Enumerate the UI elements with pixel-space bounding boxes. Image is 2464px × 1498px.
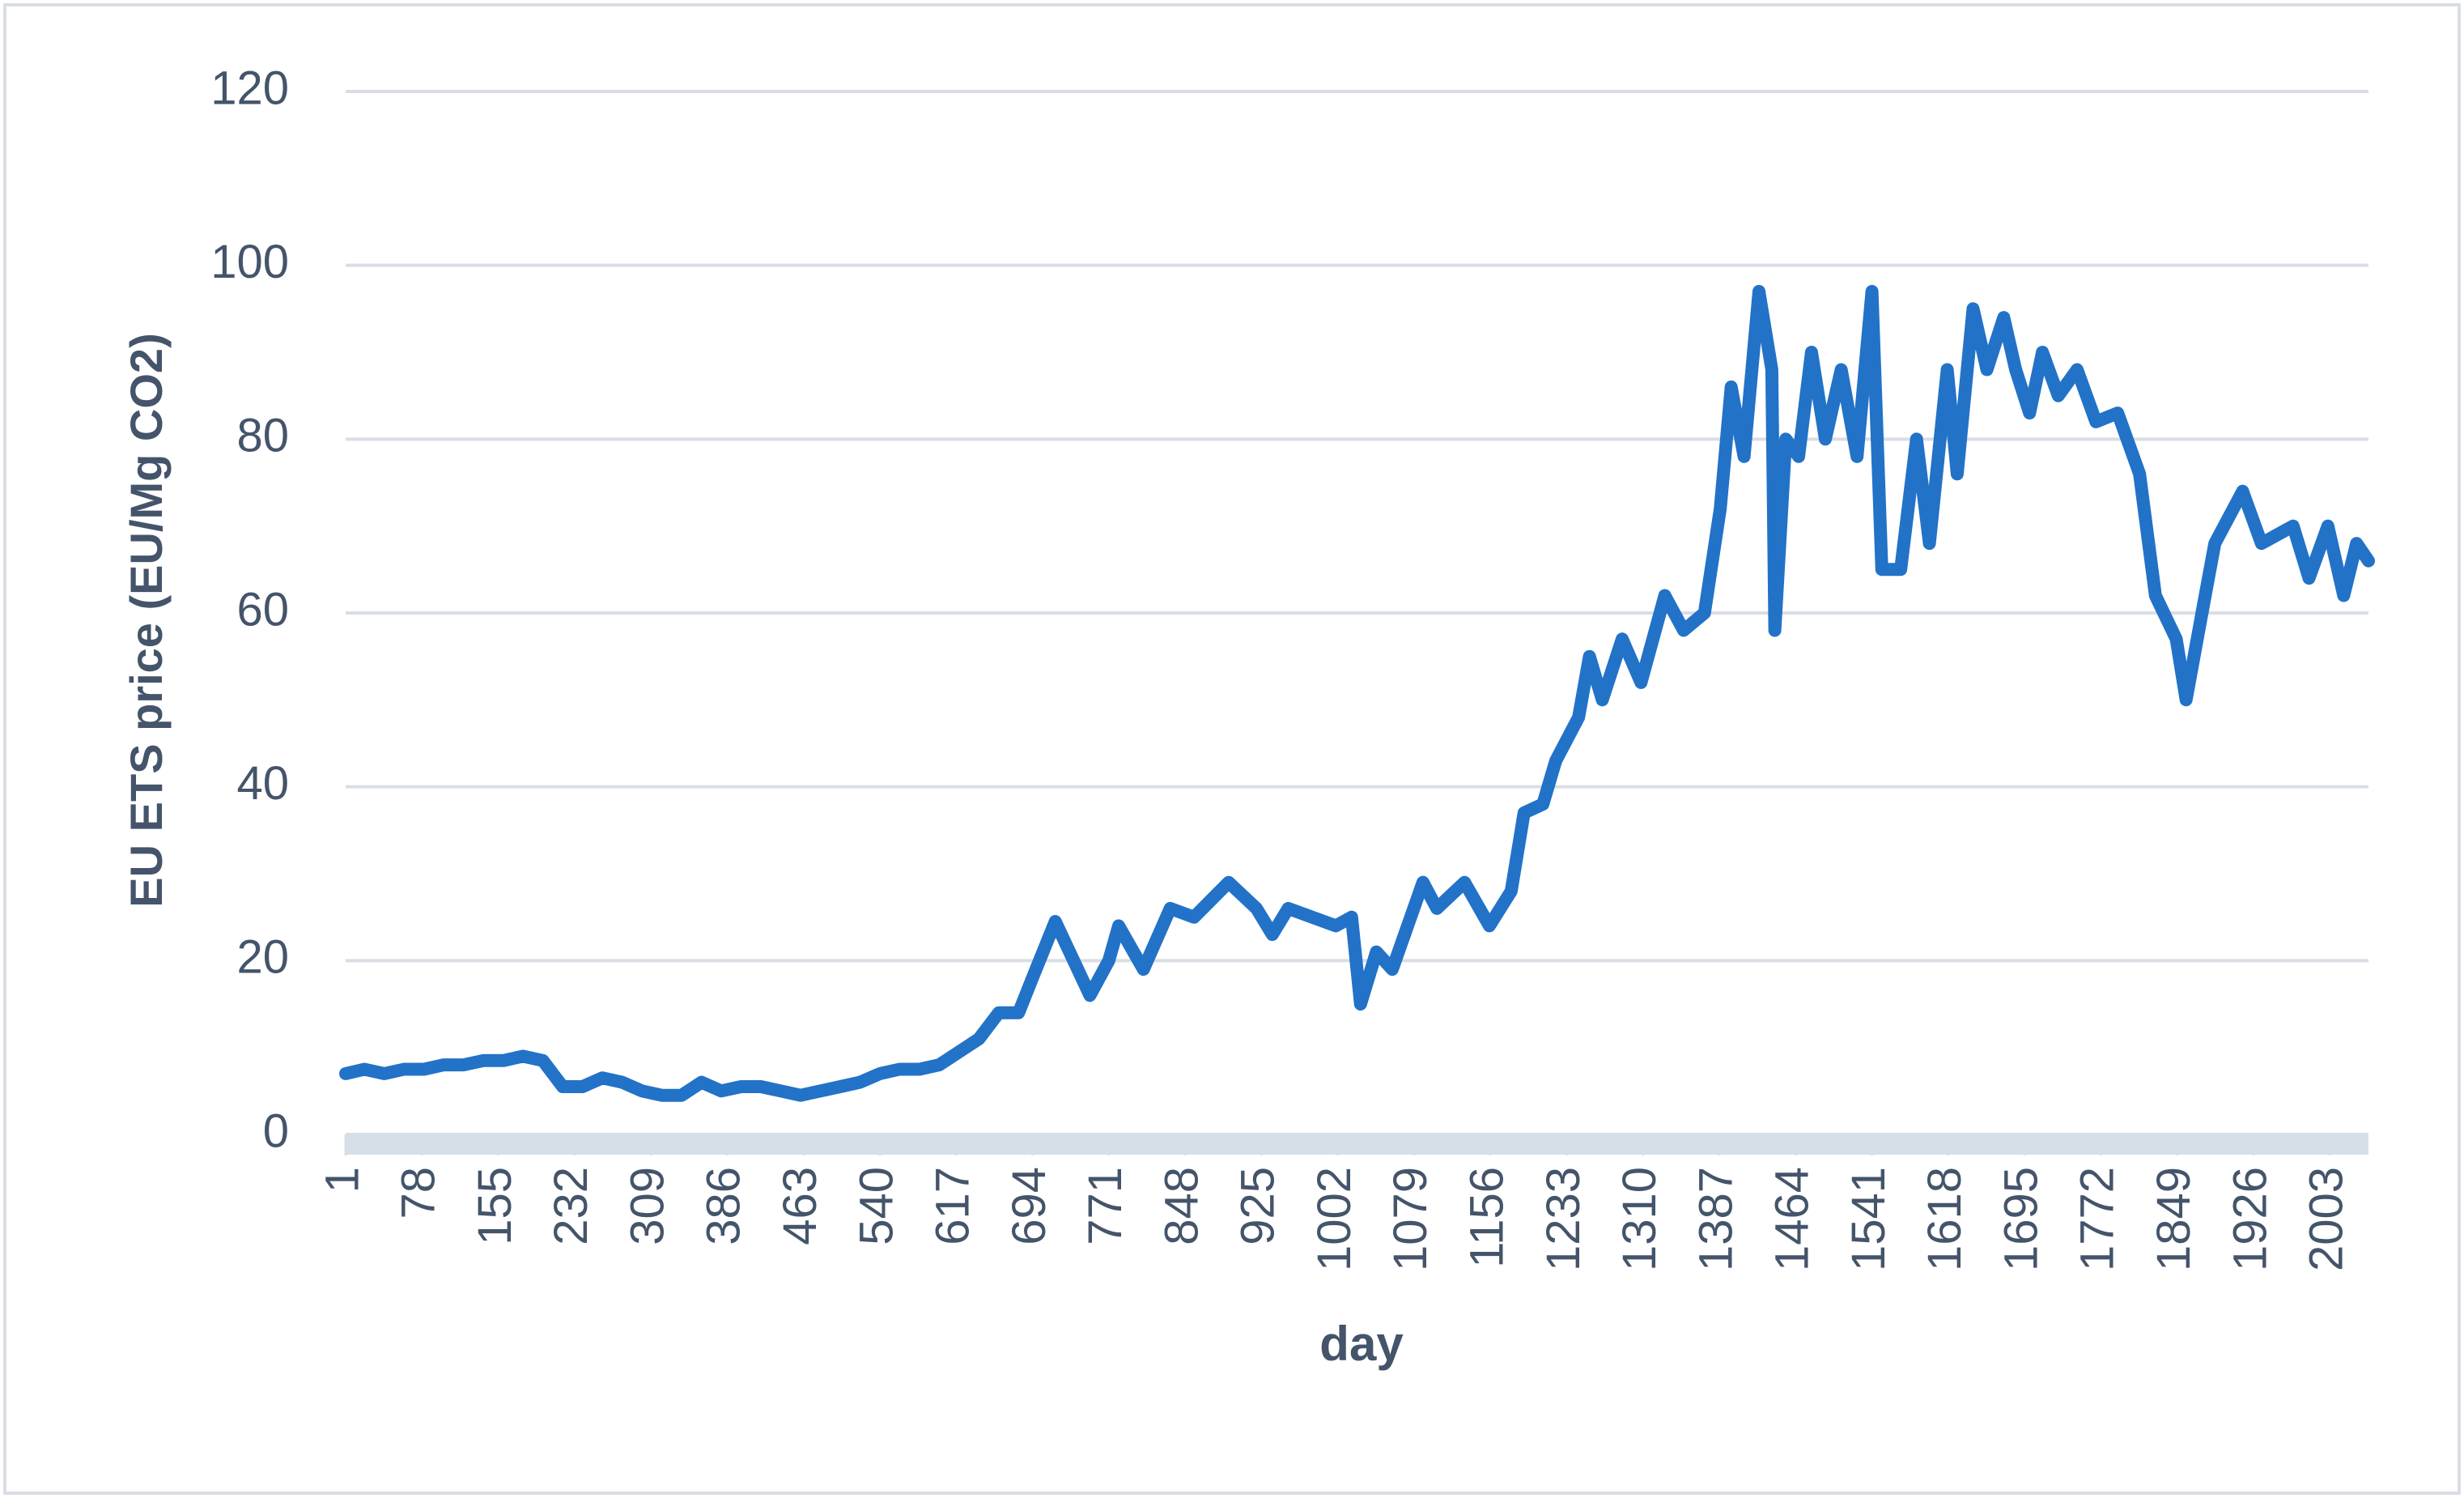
x-tick-label: 1156 bbox=[1461, 1167, 1514, 1268]
x-tick-label: 2003 bbox=[2300, 1167, 2353, 1271]
x-tick-label: 1387 bbox=[1689, 1167, 1742, 1271]
x-tick-label: 1541 bbox=[1842, 1167, 1895, 1271]
x-tick-label: 848 bbox=[1155, 1167, 1208, 1245]
x-tick-label: 771 bbox=[1079, 1167, 1132, 1245]
x-tick-label: 1 bbox=[316, 1167, 368, 1193]
y-tick-label: 0 bbox=[263, 1104, 289, 1157]
y-tick-label: 60 bbox=[236, 583, 289, 636]
x-tick-label: 232 bbox=[545, 1167, 597, 1245]
y-tick-label: 20 bbox=[236, 931, 289, 984]
y-tick-label: 40 bbox=[236, 757, 289, 810]
x-tick-label: 386 bbox=[698, 1167, 750, 1245]
x-tick-label: 1310 bbox=[1613, 1167, 1666, 1271]
x-tick-label: 1002 bbox=[1308, 1167, 1361, 1271]
x-tick-label: 309 bbox=[621, 1167, 673, 1245]
x-tick-label: 694 bbox=[1003, 1167, 1056, 1245]
y-tick-label: 80 bbox=[236, 410, 289, 462]
x-tick-label: 617 bbox=[927, 1167, 979, 1245]
x-tick-label: 155 bbox=[469, 1167, 521, 1245]
x-tick-label: 1618 bbox=[1918, 1167, 1971, 1271]
y-tick-label: 120 bbox=[210, 62, 289, 114]
x-axis-title: day bbox=[1319, 1317, 1404, 1371]
x-tick-label: 1772 bbox=[2071, 1167, 2124, 1271]
y-tick-label: 100 bbox=[210, 236, 289, 288]
x-tick-label: 463 bbox=[774, 1167, 826, 1245]
x-tick-label: 1464 bbox=[1766, 1167, 1819, 1271]
data-line bbox=[339, 284, 2375, 1102]
y-axis-title: EU ETS price (EU/Mg CO2) bbox=[121, 333, 172, 907]
x-tick-label: 540 bbox=[850, 1167, 903, 1245]
x-tick-label: 1926 bbox=[2224, 1167, 2276, 1271]
chart-frame bbox=[3, 3, 2461, 1495]
x-tick-label: 1079 bbox=[1384, 1167, 1437, 1271]
x-tick-label: 1849 bbox=[2148, 1167, 2200, 1271]
x-tick-label: 1695 bbox=[1995, 1167, 2047, 1271]
x-tick-label: 78 bbox=[393, 1167, 445, 1219]
x-tick-label: 1233 bbox=[1537, 1167, 1590, 1271]
x-tick-label: 925 bbox=[1232, 1167, 1285, 1245]
